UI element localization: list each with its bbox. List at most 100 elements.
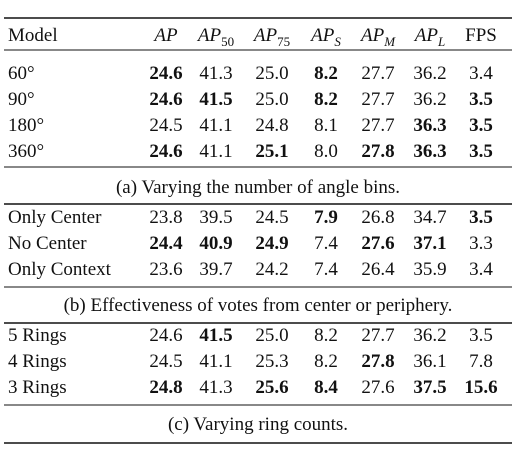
header-text: FPS bbox=[465, 25, 497, 46]
cell: 8.2 bbox=[314, 325, 338, 346]
column-header: Model bbox=[8, 25, 58, 46]
cell: 39.5 bbox=[199, 207, 232, 228]
header-text: AP bbox=[309, 25, 335, 46]
cell: 25.3 bbox=[255, 351, 288, 372]
cell: 27.6 bbox=[361, 377, 394, 398]
caption: (a) Varying the number of angle bins. bbox=[116, 177, 400, 198]
cell: 15.6 bbox=[464, 377, 497, 398]
cell: 41.3 bbox=[199, 63, 232, 84]
caption: (c) Varying ring counts. bbox=[168, 414, 348, 435]
cell: 36.2 bbox=[413, 63, 446, 84]
cell: 41.1 bbox=[199, 141, 232, 162]
cell: 27.7 bbox=[361, 63, 394, 84]
column-header: AP bbox=[152, 25, 178, 46]
cell: 24.4 bbox=[149, 233, 183, 254]
column-header: FPS bbox=[465, 25, 497, 46]
cell: 27.8 bbox=[361, 141, 394, 162]
cell: 24.9 bbox=[255, 233, 288, 254]
cell: 3.4 bbox=[469, 63, 493, 84]
row-label: 360° bbox=[8, 141, 44, 162]
cell: 8.4 bbox=[314, 377, 338, 398]
cell: 8.2 bbox=[314, 351, 338, 372]
column-header: AP75 bbox=[252, 25, 290, 49]
cell: 23.8 bbox=[149, 207, 182, 228]
cell: 39.7 bbox=[199, 259, 232, 280]
cell: 7.4 bbox=[314, 233, 338, 254]
cell: 25.1 bbox=[255, 141, 288, 162]
cell: 25.0 bbox=[255, 89, 288, 110]
cell: 36.2 bbox=[413, 325, 446, 346]
cell: 3.5 bbox=[469, 325, 493, 346]
header-text: Model bbox=[8, 25, 58, 46]
cell: 23.6 bbox=[149, 259, 182, 280]
header-text: AP bbox=[196, 25, 222, 46]
cell: 24.6 bbox=[149, 325, 182, 346]
header-subscript: 75 bbox=[277, 34, 290, 49]
cell: 24.6 bbox=[149, 141, 182, 162]
cell: 41.3 bbox=[199, 377, 232, 398]
cell: 26.8 bbox=[361, 207, 394, 228]
row-label: 3 Rings bbox=[8, 377, 67, 398]
cell: 8.1 bbox=[314, 115, 338, 136]
cell: 27.6 bbox=[361, 233, 394, 254]
cell: 8.0 bbox=[314, 141, 338, 162]
row-label: 4 Rings bbox=[8, 351, 67, 372]
cell: 24.6 bbox=[149, 89, 182, 110]
cell: 41.5 bbox=[199, 89, 232, 110]
cell: 8.2 bbox=[314, 89, 338, 110]
header-subscript: S bbox=[334, 34, 341, 49]
column-header: APM bbox=[359, 25, 396, 49]
header-text: AP bbox=[413, 25, 439, 46]
cell: 3.5 bbox=[469, 89, 493, 110]
row-label: 180° bbox=[8, 115, 44, 136]
column-header: APS bbox=[309, 25, 341, 49]
cell: 27.7 bbox=[361, 89, 394, 110]
cell: 26.4 bbox=[361, 259, 395, 280]
cell: 36.3 bbox=[413, 115, 446, 136]
row-label: 90° bbox=[8, 89, 35, 110]
cell: 24.8 bbox=[255, 115, 288, 136]
caption: (b) Effectiveness of votes from center o… bbox=[64, 295, 453, 316]
cell: 3.3 bbox=[469, 233, 493, 254]
header-subscript: 50 bbox=[221, 34, 234, 49]
cell: 41.5 bbox=[199, 325, 232, 346]
header-subscript: L bbox=[437, 34, 445, 49]
cell: 36.2 bbox=[413, 89, 446, 110]
header-text: AP bbox=[152, 25, 178, 46]
row-label: Only Center bbox=[8, 207, 102, 228]
cell: 3.5 bbox=[469, 115, 493, 136]
cell: 25.6 bbox=[255, 377, 288, 398]
cell: 24.5 bbox=[149, 115, 182, 136]
cell: 3.4 bbox=[469, 259, 493, 280]
column-header: AP50 bbox=[196, 25, 234, 49]
row-label: Only Context bbox=[8, 259, 112, 280]
cell: 7.4 bbox=[314, 259, 338, 280]
header-text: AP bbox=[252, 25, 278, 46]
cell: 37.5 bbox=[413, 377, 446, 398]
cell: 27.7 bbox=[361, 325, 394, 346]
header-subscript: M bbox=[383, 34, 396, 49]
row-label: 5 Rings bbox=[8, 325, 67, 346]
cell: 25.0 bbox=[255, 325, 288, 346]
cell: 35.9 bbox=[413, 259, 446, 280]
row-label: No Center bbox=[8, 233, 87, 254]
cell: 24.8 bbox=[149, 377, 182, 398]
column-header: APL bbox=[413, 25, 445, 49]
cell: 7.9 bbox=[314, 207, 338, 228]
cell: 3.5 bbox=[469, 207, 493, 228]
cell: 37.1 bbox=[413, 233, 446, 254]
cell: 36.1 bbox=[413, 351, 446, 372]
cell: 27.8 bbox=[361, 351, 394, 372]
cell: 24.5 bbox=[255, 207, 288, 228]
row-label: 60° bbox=[8, 63, 35, 84]
cell: 27.7 bbox=[361, 115, 394, 136]
cell: 41.1 bbox=[199, 115, 232, 136]
cell: 25.0 bbox=[255, 63, 288, 84]
cell: 3.5 bbox=[469, 141, 493, 162]
cell: 8.2 bbox=[314, 63, 338, 84]
cell: 7.8 bbox=[469, 351, 493, 372]
cell: 24.6 bbox=[149, 63, 182, 84]
cell: 40.9 bbox=[199, 233, 232, 254]
cell: 24.5 bbox=[149, 351, 182, 372]
